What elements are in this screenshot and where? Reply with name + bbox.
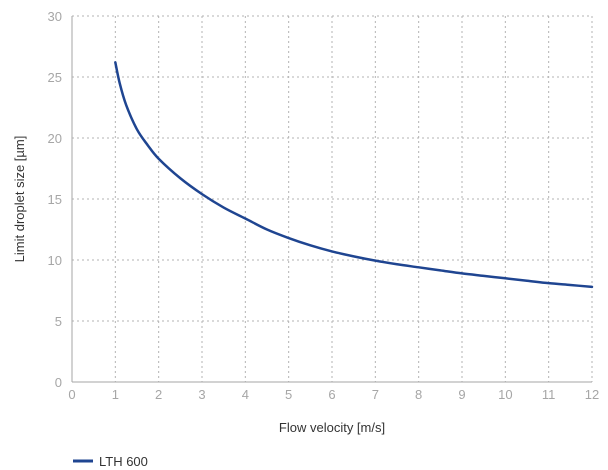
series-lines (114, 61, 594, 289)
x-tick-label: 9 (458, 387, 465, 402)
y-tick-label: 10 (48, 253, 62, 268)
legend-label-lth-600: LTH 600 (99, 454, 148, 469)
x-tick-label: 1 (112, 387, 119, 402)
x-tick-label: 3 (198, 387, 205, 402)
x-tick-label: 0 (68, 387, 75, 402)
x-tick-label: 10 (498, 387, 512, 402)
y-tick-label: 30 (48, 9, 62, 24)
x-tick-labels: 0 1 2 3 4 5 6 7 8 9 10 11 12 (68, 387, 599, 402)
y-tick-label: 20 (48, 131, 62, 146)
y-axis-label: Limit droplet size [µm] (12, 136, 27, 263)
x-tick-label: 11 (542, 387, 556, 402)
x-axis-label: Flow velocity [m/s] (279, 420, 385, 435)
legend: LTH 600 (73, 454, 148, 469)
y-tick-label: 0 (55, 375, 62, 390)
x-tick-label: 7 (372, 387, 379, 402)
x-tick-label: 4 (242, 387, 249, 402)
x-tick-label: 6 (328, 387, 335, 402)
x-tick-label: 2 (155, 387, 162, 402)
y-tick-label: 15 (48, 192, 62, 207)
x-tick-label: 12 (585, 387, 599, 402)
y-tick-label: 25 (48, 70, 62, 85)
y-tick-labels: 0 5 10 15 20 25 30 (48, 9, 62, 390)
axes (71, 16, 592, 383)
x-tick-label: 8 (415, 387, 422, 402)
y-tick-label: 5 (55, 314, 62, 329)
grid (72, 15, 593, 382)
series-line-lth-600 (114, 61, 594, 289)
x-tick-label: 5 (285, 387, 292, 402)
